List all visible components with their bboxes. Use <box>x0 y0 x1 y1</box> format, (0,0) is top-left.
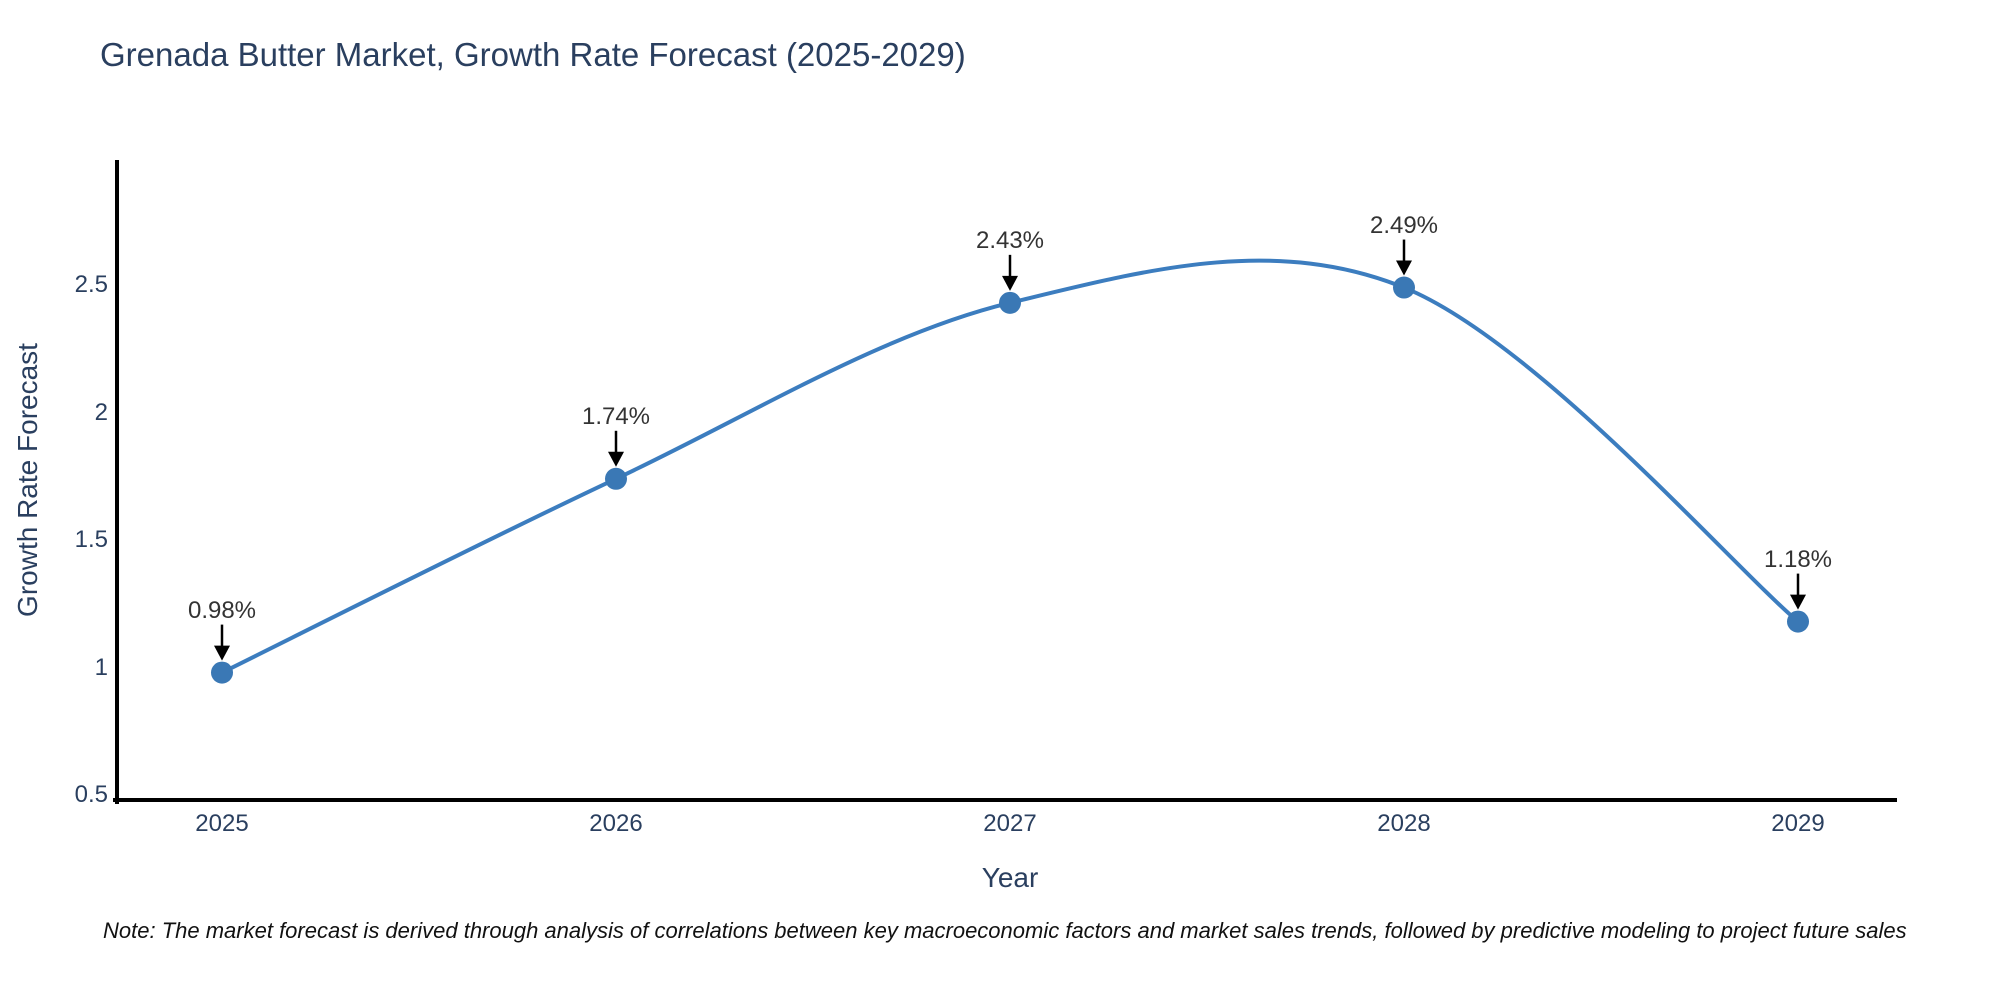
x-tick-label: 2027 <box>983 810 1037 837</box>
data-point-marker <box>605 467 627 490</box>
y-tick-label: 1 <box>94 653 108 681</box>
x-axis-title: Year <box>981 862 1039 893</box>
data-point-marker <box>211 661 233 684</box>
chart-title: Grenada Butter Market, Growth Rate Forec… <box>100 36 966 73</box>
annotation-arrow-head <box>1790 594 1806 610</box>
x-tick-label: 2025 <box>195 810 249 837</box>
y-tick-label: 2 <box>94 398 108 426</box>
forecast-line <box>220 258 1800 675</box>
data-point-value-label: 1.18% <box>1763 545 1833 573</box>
annotation-arrow-head <box>608 451 624 467</box>
annotation-arrow-head <box>214 645 230 661</box>
x-tick-label: 2028 <box>1377 810 1431 837</box>
annotation-arrow-head <box>1396 260 1412 276</box>
data-point-value-label: 0.98% <box>187 596 257 624</box>
data-point-marker <box>1393 276 1415 299</box>
data-point-value-label: 2.43% <box>975 226 1045 254</box>
data-point-marker <box>1787 610 1809 633</box>
data-point-value-label: 2.49% <box>1369 211 1439 239</box>
footnote: Note: The market forecast is derived thr… <box>103 918 1907 943</box>
y-axis-spine <box>115 160 119 804</box>
annotation-arrow-head <box>1002 275 1018 291</box>
y-tick-label: 2.5 <box>74 271 108 298</box>
y-tick-label: 0.5 <box>74 781 108 808</box>
x-tick-label: 2029 <box>1771 810 1825 837</box>
y-axis-title: Growth Rate Forecast <box>12 343 43 617</box>
x-axis-spine <box>113 798 1897 802</box>
data-point-marker <box>999 291 1021 314</box>
x-tick-label: 2026 <box>589 810 643 837</box>
y-tick-label: 1.5 <box>74 526 108 553</box>
data-point-value-label: 1.74% <box>581 402 651 430</box>
